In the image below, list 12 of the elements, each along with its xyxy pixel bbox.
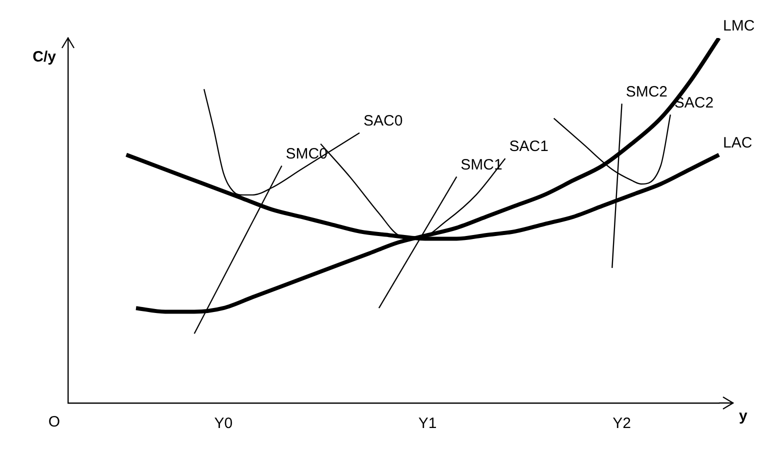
series-label: SMC2 — [626, 83, 668, 100]
x-tick-label: Y1 — [418, 415, 437, 432]
series-label: LMC — [723, 18, 755, 35]
x-axis-title: y — [739, 408, 748, 425]
series-label: SMC0 — [286, 145, 328, 162]
series-label: LAC — [723, 134, 752, 152]
x-tick-label: Y2 — [612, 415, 632, 432]
series-label: SAC1 — [509, 138, 548, 156]
series-label: SAC0 — [363, 112, 403, 130]
x-tick-label: Y0 — [214, 415, 233, 432]
text: O — [48, 414, 60, 431]
y-axis-title: C/y — [32, 48, 57, 66]
